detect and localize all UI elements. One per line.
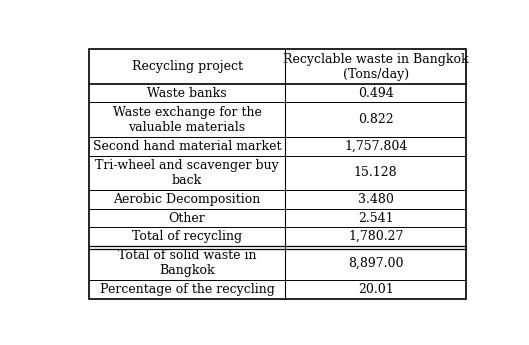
Text: Recyclable waste in Bangkok
(Tons/day): Recyclable waste in Bangkok (Tons/day) (283, 52, 469, 81)
Text: Percentage of the recycling: Percentage of the recycling (99, 283, 275, 296)
Text: Total of recycling: Total of recycling (132, 230, 242, 243)
Text: 1,780.27: 1,780.27 (348, 230, 403, 243)
Text: 0.494: 0.494 (358, 87, 394, 100)
Text: Tri-wheel and scavenger buy
back: Tri-wheel and scavenger buy back (95, 159, 279, 187)
Text: 20.01: 20.01 (358, 283, 394, 296)
Text: 8,897.00: 8,897.00 (348, 257, 404, 270)
Text: Aerobic Decomposition: Aerobic Decomposition (113, 193, 261, 206)
Text: Total of solid waste in
Bangkok: Total of solid waste in Bangkok (118, 249, 257, 277)
Text: 2.541: 2.541 (358, 211, 394, 225)
Text: 15.128: 15.128 (354, 166, 397, 179)
Text: Second hand material market: Second hand material market (93, 140, 281, 153)
Text: 0.822: 0.822 (358, 113, 394, 126)
Text: Waste banks: Waste banks (147, 87, 227, 100)
Text: 1,757.804: 1,757.804 (344, 140, 407, 153)
Text: 3.480: 3.480 (358, 193, 394, 206)
Text: Recycling project: Recycling project (132, 60, 243, 73)
Text: Waste exchange for the
valuable materials: Waste exchange for the valuable material… (113, 106, 261, 134)
Text: Other: Other (169, 211, 205, 225)
